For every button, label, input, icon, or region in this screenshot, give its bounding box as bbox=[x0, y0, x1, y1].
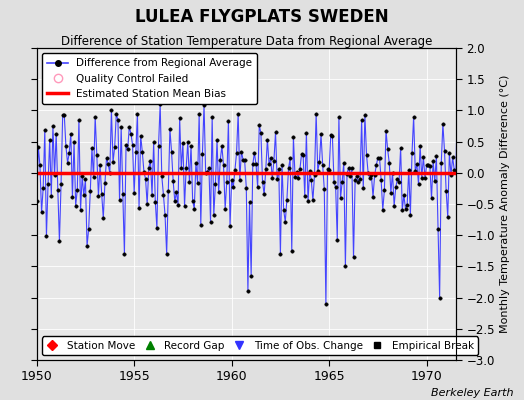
Text: LULEA FLYGPLATS SWEDEN: LULEA FLYGPLATS SWEDEN bbox=[135, 8, 389, 26]
Y-axis label: Monthly Temperature Anomaly Difference (°C): Monthly Temperature Anomaly Difference (… bbox=[500, 75, 510, 333]
Legend: Station Move, Record Gap, Time of Obs. Change, Empirical Break: Station Move, Record Gap, Time of Obs. C… bbox=[42, 336, 478, 355]
Title: Difference of Station Temperature Data from Regional Average: Difference of Station Temperature Data f… bbox=[61, 35, 432, 48]
Text: Berkeley Earth: Berkeley Earth bbox=[431, 388, 514, 398]
